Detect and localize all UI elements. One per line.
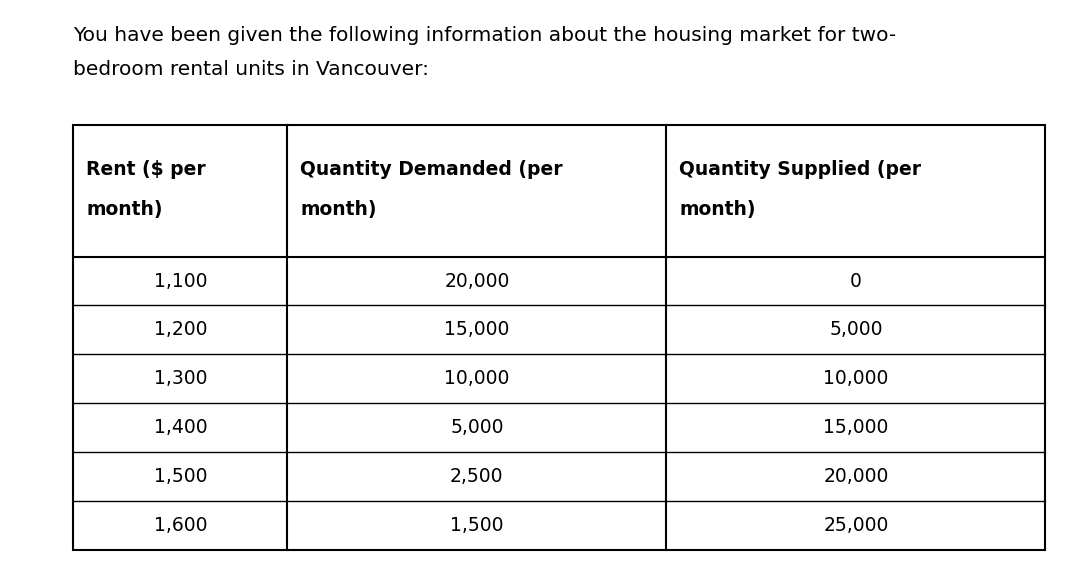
Text: 5,000: 5,000 — [450, 418, 503, 437]
Text: Quantity Demanded (per: Quantity Demanded (per — [300, 159, 563, 179]
Text: 20,000: 20,000 — [823, 467, 889, 486]
Text: 5,000: 5,000 — [829, 320, 882, 340]
Text: bedroom rental units in Vancouver:: bedroom rental units in Vancouver: — [73, 60, 430, 79]
Text: 1,300: 1,300 — [153, 369, 207, 388]
Text: month): month) — [300, 200, 377, 219]
Text: You have been given the following information about the housing market for two-: You have been given the following inform… — [73, 26, 896, 45]
Text: month): month) — [679, 200, 756, 219]
Text: 2,500: 2,500 — [450, 467, 503, 486]
Text: 10,000: 10,000 — [823, 369, 889, 388]
Text: 20,000: 20,000 — [444, 272, 510, 290]
Text: Rent ($ per: Rent ($ per — [86, 159, 206, 179]
Bar — [73, 125, 1045, 550]
Text: 25,000: 25,000 — [823, 516, 889, 535]
Text: 1,500: 1,500 — [450, 516, 503, 535]
Text: month): month) — [86, 200, 163, 219]
Text: 10,000: 10,000 — [444, 369, 510, 388]
Text: 0: 0 — [850, 272, 862, 290]
Text: Quantity Supplied (per: Quantity Supplied (per — [679, 159, 921, 179]
Text: 1,200: 1,200 — [153, 320, 207, 340]
Text: 1,600: 1,600 — [153, 516, 207, 535]
Text: 1,500: 1,500 — [153, 467, 207, 486]
Text: 1,400: 1,400 — [153, 418, 207, 437]
Text: 15,000: 15,000 — [444, 320, 510, 340]
Text: 15,000: 15,000 — [823, 418, 889, 437]
Text: 1,100: 1,100 — [153, 272, 207, 290]
